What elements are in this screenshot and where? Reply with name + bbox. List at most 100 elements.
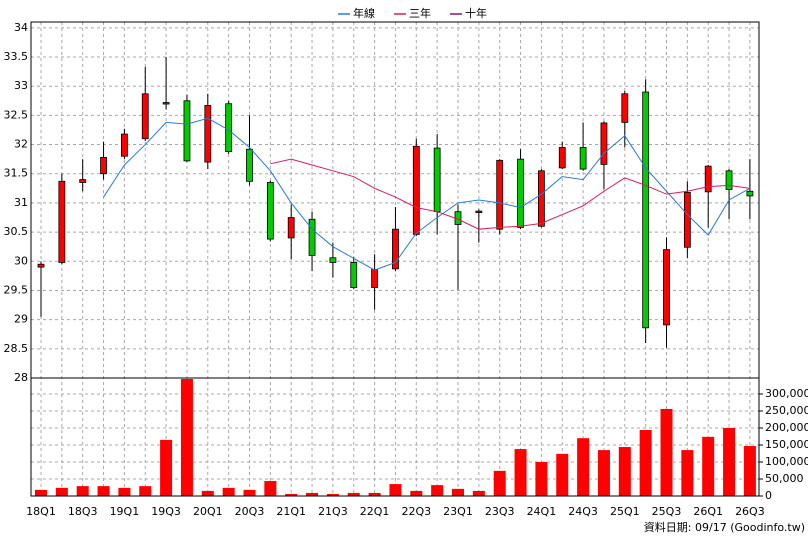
x-tick-label: 24Q1 — [527, 505, 557, 518]
volume-bar — [326, 493, 339, 496]
candle-body — [663, 249, 670, 326]
volume-bar — [118, 487, 131, 496]
candle-body — [704, 165, 712, 193]
x-tick-label: 19Q3 — [151, 505, 181, 518]
x-tick-label: 22Q3 — [401, 505, 431, 518]
candle-body — [204, 105, 212, 163]
candle-body — [642, 91, 650, 329]
volume-bar — [452, 488, 464, 496]
volume-bar — [410, 490, 423, 496]
y-tick-label: 30 — [14, 254, 28, 267]
candle-body — [371, 269, 379, 288]
candle-body — [266, 182, 274, 240]
volume-bar — [264, 481, 277, 496]
volume-bar — [681, 450, 694, 496]
volume-bar — [201, 490, 214, 496]
volume-bar — [35, 489, 47, 496]
volume-bar — [55, 487, 68, 496]
candle-body — [121, 133, 128, 157]
candle-body — [308, 218, 316, 256]
y2-tick-label: 100,000 — [765, 455, 808, 468]
volume-bar — [597, 450, 610, 496]
candle-body — [246, 148, 253, 182]
volume-bar — [368, 492, 381, 496]
y-tick-label: 34 — [14, 21, 28, 34]
legend-label: 年線 — [353, 6, 375, 20]
legend-label: 十年 — [465, 6, 487, 20]
y-tick-label: 32.5 — [4, 108, 29, 121]
candle-body — [725, 170, 733, 190]
y-tick-label: 33 — [14, 79, 28, 92]
volume-bar — [639, 430, 652, 496]
volume-bar — [180, 379, 193, 496]
candle-body — [141, 93, 149, 140]
y-tick-label: 30.5 — [4, 225, 29, 238]
volume-panel-border — [30, 377, 760, 497]
y-tick-label: 29.5 — [4, 283, 29, 296]
y-tick-label: 28 — [14, 371, 28, 384]
y2-tick-label: 200,000 — [765, 421, 808, 434]
volume-bar — [723, 427, 736, 496]
y-tick-label: 31.5 — [4, 167, 29, 180]
x-tick-label: 23Q1 — [443, 505, 473, 518]
volume-bar — [431, 485, 444, 496]
candle-body — [496, 159, 504, 230]
volume-bar — [285, 493, 298, 496]
candle-body — [100, 156, 107, 175]
volume-bar — [702, 436, 715, 496]
candle-body — [79, 179, 87, 183]
x-tick-label: 23Q3 — [485, 505, 515, 518]
candle-body — [475, 210, 483, 213]
candle-body — [350, 262, 358, 288]
volume-bar — [556, 453, 569, 496]
volume-bar — [472, 490, 485, 496]
y2-tick-label: 0 — [765, 489, 772, 502]
x-tick-label: 26Q3 — [735, 505, 765, 518]
candle-body — [433, 147, 441, 213]
volume-bar — [306, 492, 319, 496]
volume-bar — [514, 449, 527, 496]
y-tick-label: 33.5 — [4, 50, 29, 63]
ma-line — [103, 117, 751, 271]
candle-body — [746, 190, 754, 197]
candle-body — [183, 100, 191, 162]
candle-body — [225, 103, 233, 152]
x-tick-label: 22Q1 — [360, 505, 390, 518]
x-tick-label: 25Q1 — [610, 505, 640, 518]
y2-tick-label: 250,000 — [765, 404, 808, 417]
x-tick-label: 21Q1 — [276, 505, 306, 518]
legend-label: 三年 — [409, 6, 431, 20]
volume-bar — [389, 484, 402, 496]
y-tick-label: 29 — [14, 313, 28, 326]
volume-bar — [160, 439, 173, 496]
candle-body — [412, 145, 420, 235]
y2-tick-label: 150,000 — [765, 438, 808, 451]
candle-body — [58, 180, 66, 263]
candle-body — [600, 122, 608, 165]
volume-bar — [222, 487, 235, 496]
x-tick-label: 21Q3 — [318, 505, 348, 518]
y-tick-label: 28.5 — [4, 342, 29, 355]
candle-body — [392, 228, 399, 270]
ma-line — [270, 158, 750, 230]
y-tick-label: 32 — [14, 138, 28, 151]
x-tick-label: 18Q1 — [26, 505, 56, 518]
x-tick-label: 20Q3 — [235, 505, 265, 518]
candle-body — [558, 147, 566, 169]
y2-tick-label: 300,000 — [765, 387, 808, 400]
x-tick-label: 20Q1 — [193, 505, 223, 518]
volume-bar — [76, 486, 89, 496]
volume-bar — [577, 438, 590, 496]
x-tick-label: 19Q1 — [110, 505, 140, 518]
candle-body — [287, 217, 295, 239]
source-note: 資料日期: 09/17 (Goodinfo.tw) — [644, 520, 805, 534]
candle-body — [621, 93, 629, 123]
volume-bar — [743, 446, 756, 496]
volume-bar — [243, 489, 256, 496]
volume-bar — [660, 408, 673, 496]
candle-body — [579, 147, 587, 170]
volume-bar — [493, 470, 506, 496]
volume-bar — [97, 486, 110, 496]
candle-body — [538, 170, 545, 227]
